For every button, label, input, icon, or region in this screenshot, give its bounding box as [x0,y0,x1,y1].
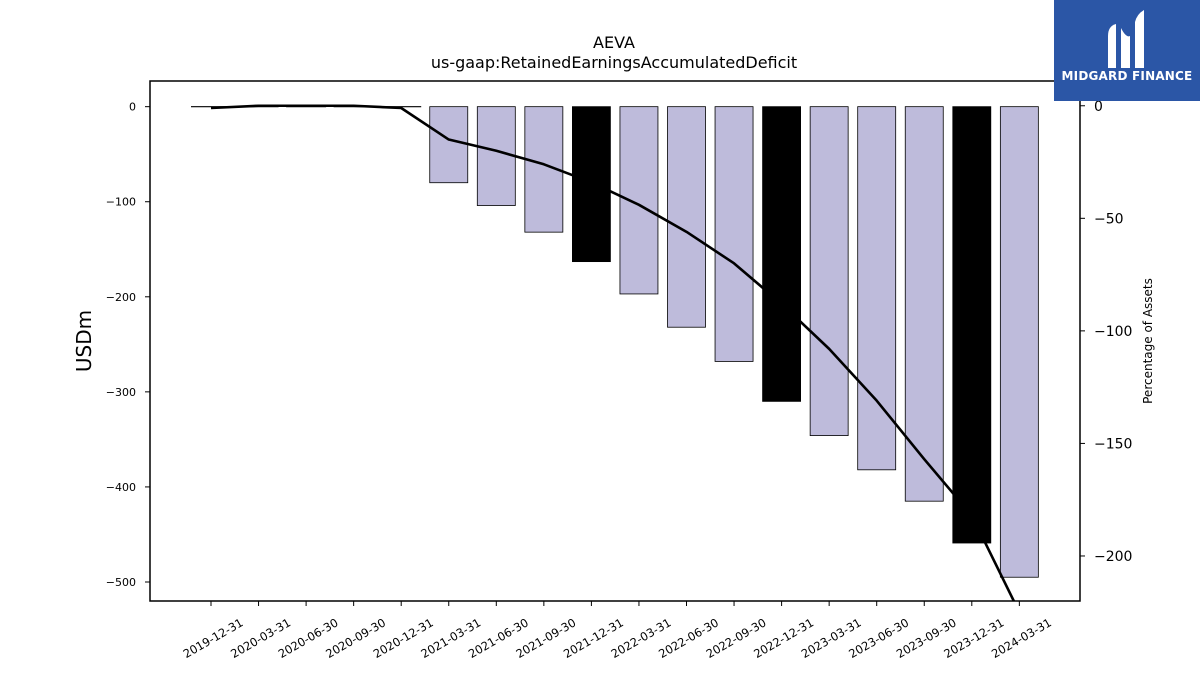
chart-subtitle: us-gaap:RetainedEarningsAccumulatedDefic… [431,53,797,72]
y-tick-label: −200 [106,291,136,304]
y-tick-label: −300 [106,386,136,399]
y-right-tick-label: −150 [1094,436,1132,452]
y-right-tick-label: 0 [1094,99,1103,115]
bar [762,106,801,402]
plot-frame [149,80,1081,602]
y-right-tick-label: −50 [1094,211,1124,227]
y-tick-label: 0 [129,101,136,114]
midgard-finance-logo: MIDGARD FINANCE [1054,0,1200,101]
bar [619,106,659,295]
bar [667,106,706,328]
bar [999,106,1039,578]
y-axis-label: USDm [72,310,96,372]
midgard-logo-icon [1108,10,1144,68]
y-axis-right-label: Percentage of Assets [1141,278,1155,404]
bar [952,106,992,544]
bar [857,106,897,471]
bar [809,106,849,436]
bar [429,106,469,184]
logo-text: MIDGARD FINANCE [1061,69,1193,83]
chart-title: AEVA [593,33,635,52]
y-tick-label: −100 [106,196,136,209]
bar [714,106,754,362]
y-right-tick-label: −100 [1094,324,1132,340]
series-line [210,104,1016,601]
y-right-tick-label: −200 [1094,549,1132,565]
bar [572,106,611,263]
bar [476,106,516,206]
y-tick-label: −400 [106,481,136,494]
y-tick-label: −500 [106,576,136,589]
bar [904,106,944,502]
